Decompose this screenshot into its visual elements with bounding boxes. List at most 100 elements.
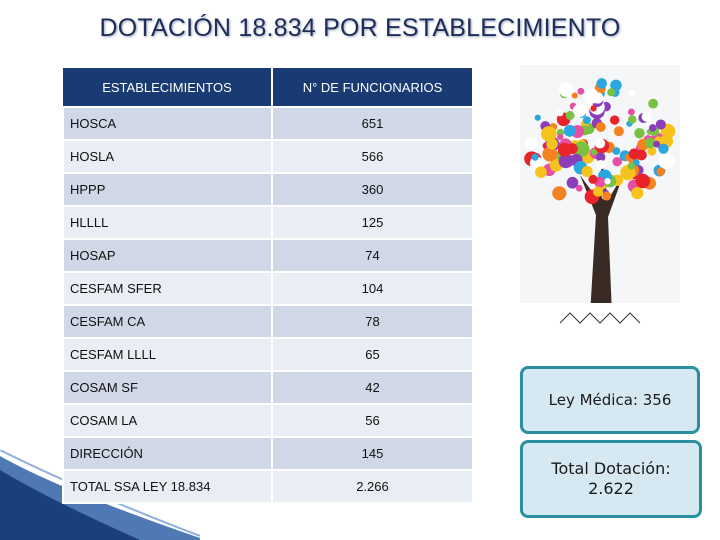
flower: [612, 157, 622, 167]
table-cell: 65: [271, 337, 474, 372]
tree-image: [520, 65, 680, 331]
flower: [592, 92, 604, 104]
flower: [656, 167, 665, 176]
table-cell: TOTAL SSA LEY 18.834: [62, 469, 273, 504]
flower: [556, 109, 564, 117]
flower: [607, 88, 616, 97]
flower: [649, 124, 657, 132]
table-cell: 78: [271, 304, 474, 339]
box-text: Ley Médica: 356: [548, 391, 672, 409]
flower: [658, 153, 675, 170]
flower: [627, 162, 635, 170]
flower: [604, 178, 611, 185]
flower: [628, 148, 640, 160]
flower: [573, 103, 587, 118]
table-cell: 104: [271, 271, 474, 306]
table-cell: HOSAP: [62, 238, 273, 273]
flower: [592, 186, 604, 197]
table-cell: COSAM SF: [62, 370, 273, 405]
flower: [594, 138, 606, 149]
box-text: 2.622: [588, 479, 634, 498]
table-cell: CESFAM LLLL: [62, 337, 273, 372]
flower: [582, 116, 591, 125]
flower: [628, 89, 636, 97]
flower: [613, 126, 624, 137]
table-row: COSAM SF 42: [62, 370, 474, 405]
flower: [573, 141, 590, 158]
box-text: Total Dotación:: [551, 459, 671, 478]
table-row: CESFAM LLLL 65: [62, 337, 474, 372]
table-cell: 566: [271, 139, 474, 174]
flower: [577, 87, 585, 95]
medical-law-box: Ley Médica: 356: [520, 366, 700, 434]
flower: [542, 146, 558, 162]
column-header: N° DE FUNCIONARIOS: [272, 68, 474, 107]
table-cell: 74: [271, 238, 474, 273]
table-cell: HLLLL: [62, 205, 273, 240]
flower: [590, 148, 598, 156]
flower: [596, 78, 607, 89]
flower: [653, 140, 661, 148]
flower: [557, 142, 572, 157]
flower: [602, 191, 612, 201]
flower: [609, 115, 620, 125]
flower: [635, 173, 651, 189]
flower: [596, 160, 606, 170]
flower: [571, 92, 578, 99]
table-row: HOSCA 651: [62, 106, 474, 141]
table-cell: 56: [271, 403, 474, 438]
flower: [595, 152, 606, 162]
table-cell: HOSCA: [62, 106, 273, 141]
table-cell: 2.266: [271, 469, 474, 504]
flower: [634, 127, 645, 139]
table-row: COSAM LA 56: [62, 403, 474, 438]
table-cell: HOSLA: [62, 139, 273, 174]
flower: [557, 133, 564, 141]
flower: [535, 166, 547, 179]
table-row: HLLLL 125: [62, 205, 474, 240]
flower: [534, 114, 541, 121]
table-cell: HPPP: [62, 172, 273, 207]
flower: [588, 174, 598, 184]
column-header: ESTABLECIMIENTOS: [63, 68, 273, 107]
table-cell: 360: [271, 172, 474, 207]
flower: [658, 143, 669, 154]
flower: [627, 108, 635, 116]
table-row: CESFAM CA 78: [62, 304, 474, 339]
flower: [610, 79, 622, 92]
table-cell: CESFAM CA: [62, 304, 273, 339]
table-cell: COSAM LA: [62, 403, 273, 438]
table-cell: 42: [271, 370, 474, 405]
table-cell: DIRECCIÓN: [62, 436, 273, 471]
table-row: CESFAM SFER 104: [62, 271, 474, 306]
table-row: DIRECCIÓN 145: [62, 436, 474, 471]
slide-title: DOTACIÓN 18.834 POR ESTABLECIMIENTO: [99, 14, 621, 42]
flower: [590, 105, 597, 112]
table-row: HPPP 360: [62, 172, 474, 207]
table-row: TOTAL SSA LEY 18.834 2.266: [62, 469, 474, 504]
flower: [563, 124, 576, 137]
flower: [552, 186, 567, 201]
table-cell: 125: [271, 205, 474, 240]
flower: [641, 111, 652, 122]
flower: [632, 159, 640, 167]
flower: [566, 176, 579, 189]
table-row: HOSAP 74: [62, 238, 474, 273]
flower: [655, 119, 666, 130]
staff-table: ESTABLECIMIENTOS N° DE FUNCIONARIOS HOSC…: [62, 68, 474, 504]
flower: [525, 137, 538, 150]
flower: [648, 98, 659, 109]
flower: [565, 110, 575, 120]
table-cell: CESFAM SFER: [62, 271, 273, 306]
flower: [644, 137, 656, 149]
flower: [628, 115, 637, 124]
flower: [558, 154, 573, 169]
flower: [581, 165, 593, 178]
flower: [531, 153, 539, 161]
flower: [612, 147, 621, 155]
flower: [541, 126, 557, 142]
flower: [546, 138, 558, 150]
table-cell: 145: [271, 436, 474, 471]
flower: [575, 184, 583, 192]
